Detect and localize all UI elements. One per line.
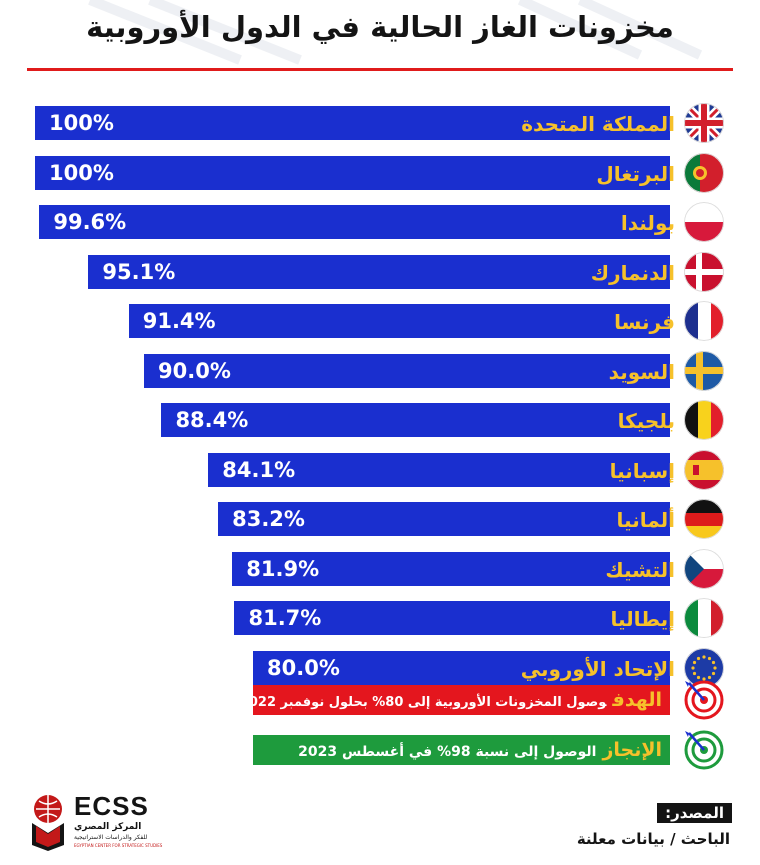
achievement-text: الوصول إلى نسبة 98% في أغسطس 2023 [298, 744, 597, 760]
italy-flag-icon [684, 598, 724, 638]
bar-category-label: الدنمارك [590, 260, 675, 285]
bar-value-label: 80.0% [267, 655, 340, 680]
goal-text: وصول المخزونات الأوروبية إلى 80% بحلول ن… [239, 695, 607, 710]
bar-value-label: 95.1% [102, 259, 176, 284]
bar [208, 452, 670, 487]
bar-value-label: 100% [49, 111, 114, 135]
bar-value-label: 84.1% [222, 457, 296, 482]
bar-category-label: الإتحاد الأوروبي [520, 656, 675, 681]
bar-value-label: 99.6% [53, 210, 127, 234]
bar-value-label: 91.4% [142, 309, 216, 333]
poland-flag-icon [684, 202, 724, 242]
bar-category-label: إيطاليا [610, 607, 675, 631]
goal-label: الهدف [612, 689, 662, 711]
spain-flag-icon [684, 449, 724, 490]
bar [39, 205, 670, 239]
belgium-flag-icon [684, 400, 724, 440]
bar-category-label: البرتغال [596, 161, 675, 186]
bar-category-label: إسبانيا [609, 458, 675, 483]
logo-arabic-subtitle: للفكر والدراسات الاستراتيجية [74, 834, 148, 841]
bar-category-label: السويد [608, 359, 675, 384]
bar-category-label: المملكة المتحدة [521, 112, 675, 136]
bar-value-label: 90.0% [158, 358, 231, 383]
bar-value-label: 83.2% [232, 507, 305, 531]
bar [144, 353, 670, 388]
target-icon [684, 730, 724, 770]
bar-category-label: بلجيكا [617, 409, 675, 433]
bar [88, 254, 670, 289]
title-underline [27, 68, 733, 71]
bar-category-label: فرنسا [614, 310, 675, 334]
bar [35, 155, 670, 190]
germany-flag-icon [684, 499, 724, 539]
goal-banner: الهدف وصول المخزونات الأوروبية إلى 80% بح… [240, 685, 670, 715]
bar [232, 551, 670, 586]
source-text: الباحث / بيانات معلنة [576, 830, 730, 848]
bar [253, 650, 670, 685]
czech-flag-icon [684, 548, 724, 589]
denmark-flag-icon [684, 251, 724, 292]
header-background-decoration [88, 0, 703, 65]
bar-value-label: 100% [49, 160, 114, 185]
uk-flag-icon [684, 103, 724, 143]
bar [128, 304, 670, 338]
bar [161, 403, 670, 437]
bar-category-label: ألمانيا [616, 508, 675, 532]
target-icon [684, 680, 724, 720]
logo-english-subtitle: EGYPTIAN CENTER FOR STRATEGIC STUDIES [74, 843, 163, 848]
bar-value-label: 88.4% [175, 408, 249, 432]
achievement-banner: الإنجاز الوصول إلى نسبة 98% في أغسطس 2023 [253, 735, 670, 765]
achievement-label: الإنجاز [602, 739, 662, 761]
bar-category-label: بولندا [620, 211, 675, 235]
bar-value-label: 81.7% [248, 606, 322, 630]
bar [218, 502, 670, 536]
bar-value-label: 81.9% [246, 556, 320, 581]
ecss-logo [32, 795, 64, 851]
logo-name: ECSS [74, 791, 149, 821]
bar [234, 601, 670, 635]
sweden-flag-icon [684, 350, 724, 391]
logo-arabic-name: المركز المصري [74, 822, 142, 832]
bar [35, 106, 670, 140]
chart-title: مخزونات الغاز الحالية في الدول الأوروبية [86, 10, 674, 44]
source-title: المصدر: [657, 803, 732, 823]
bar-category-label: التشيك [605, 557, 675, 582]
france-flag-icon [684, 301, 724, 341]
portugal-flag-icon [684, 152, 724, 193]
